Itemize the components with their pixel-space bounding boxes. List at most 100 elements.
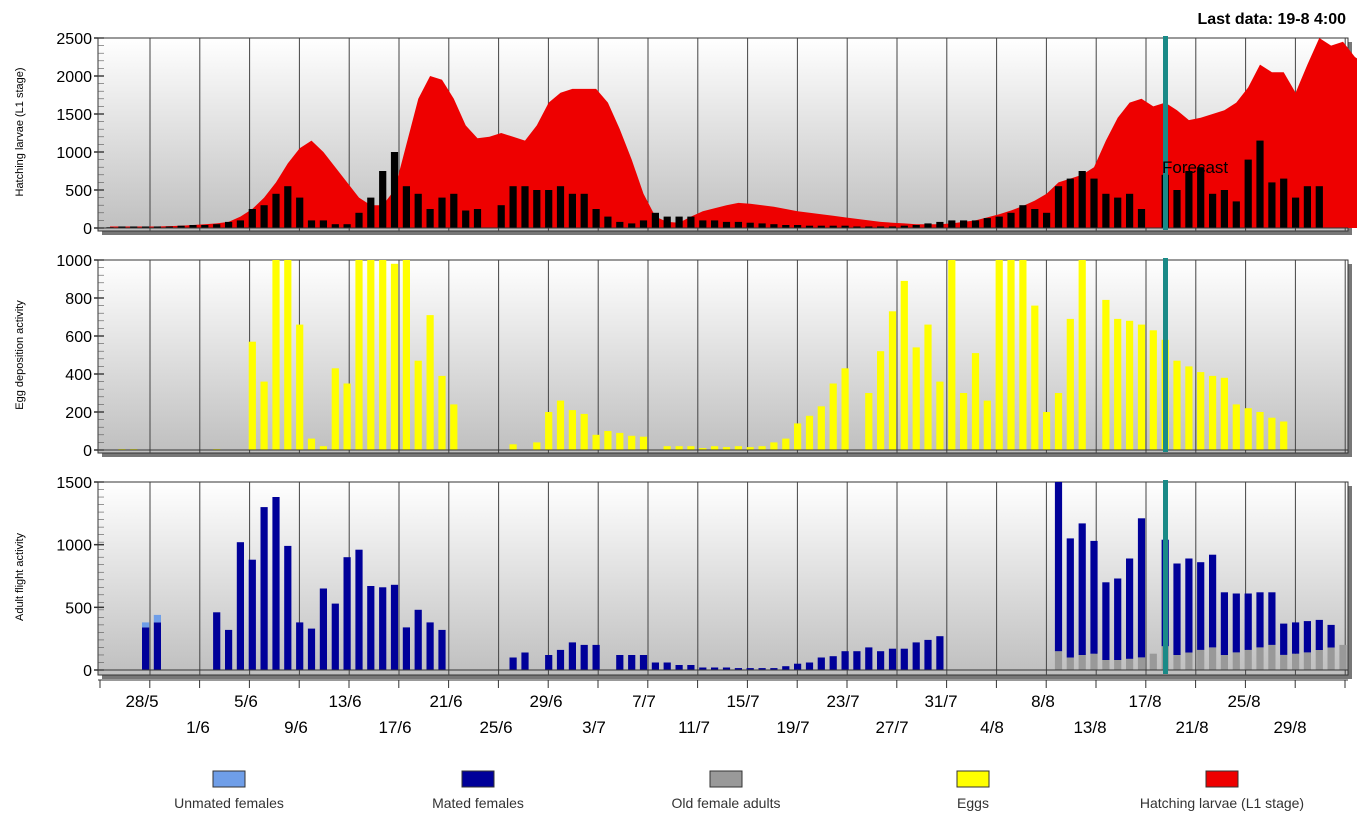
legend: Unmated females Mated females Old female a… xyxy=(174,770,1304,811)
egg-bar xyxy=(1078,260,1086,450)
larvae-black-bar xyxy=(1244,159,1252,228)
mated-female-bar xyxy=(213,612,221,670)
mated-female-bar xyxy=(545,655,553,670)
x-tick-label: 7/7 xyxy=(632,692,656,711)
x-tick-label: 17/8 xyxy=(1128,692,1161,711)
old-female-bar xyxy=(1197,649,1205,670)
egg-bar xyxy=(616,432,624,450)
old-female-bar xyxy=(1090,653,1098,670)
larvae-black-bar xyxy=(663,216,671,228)
old-female-bar xyxy=(1102,660,1110,670)
mated-female-bar xyxy=(746,668,754,670)
mated-female-bar xyxy=(817,657,825,670)
egg-bar xyxy=(1220,377,1228,450)
mated-female-bar xyxy=(296,622,304,670)
egg-bar xyxy=(319,446,327,450)
egg-bar xyxy=(817,406,825,450)
larvae-black-bar xyxy=(1220,190,1228,228)
larvae-black-bar xyxy=(1019,205,1027,228)
y-tick-label: 2500 xyxy=(56,31,92,48)
larvae-black-bar xyxy=(1137,209,1146,228)
x-tick-label: 25/6 xyxy=(479,718,512,737)
panel-flight-y-label: Adult flight activity xyxy=(14,532,26,621)
egg-bar xyxy=(307,438,316,450)
mated-female-bar xyxy=(521,652,529,670)
forecast-lines xyxy=(1163,36,1168,674)
mated-female-bar xyxy=(426,622,434,670)
y-tick-label: 2000 xyxy=(56,69,92,86)
larvae-black-bar xyxy=(1066,178,1074,228)
egg-bar xyxy=(960,393,968,450)
mated-female-bar xyxy=(592,644,600,670)
y-tick-label: 600 xyxy=(65,329,92,346)
mated-female-bar xyxy=(248,559,256,670)
x-tick-label: 4/8 xyxy=(980,718,1004,737)
old-female-bar xyxy=(1066,657,1074,670)
mated-female-bar xyxy=(900,648,908,670)
egg-bar xyxy=(355,260,363,450)
larvae-area xyxy=(110,38,1357,228)
x-tick-label: 25/8 xyxy=(1227,692,1260,711)
mated-female-bar xyxy=(1220,592,1228,655)
egg-bar xyxy=(284,260,292,450)
mated-female-bar xyxy=(734,668,742,670)
larvae-black-bar xyxy=(450,193,458,228)
egg-bar xyxy=(343,383,351,450)
egg-bar xyxy=(841,368,849,450)
larvae-black-bar xyxy=(960,220,968,228)
larvae-black-bar xyxy=(130,226,138,228)
larvae-black-bar xyxy=(343,224,351,228)
egg-bar xyxy=(948,260,956,450)
y-tick-label: 1500 xyxy=(56,107,92,124)
x-tick-label: 19/7 xyxy=(776,718,809,737)
old-female-bar xyxy=(1244,649,1252,670)
egg-bar xyxy=(568,410,576,450)
larvae-black-bar xyxy=(390,152,399,228)
larvae-black-bar xyxy=(699,220,707,228)
larvae-black-bar xyxy=(687,216,695,228)
old-female-bar xyxy=(1315,649,1323,670)
egg-bar xyxy=(1268,417,1276,450)
mated-female-bar xyxy=(722,667,731,670)
egg-bar xyxy=(675,446,683,450)
mated-female-bar xyxy=(1173,563,1181,655)
egg-bar xyxy=(1256,412,1264,450)
egg-bar xyxy=(367,260,375,450)
larvae-black-bar xyxy=(841,225,849,228)
mated-female-bar xyxy=(1327,624,1335,648)
mated-female-bar xyxy=(663,662,671,670)
larvae-black-bar xyxy=(805,225,814,228)
old-female-bar xyxy=(1173,655,1181,670)
larvae-black-bar xyxy=(995,216,1003,228)
larvae-black-bar xyxy=(272,193,280,228)
larvae-black-bar xyxy=(568,193,576,228)
mated-female-bar xyxy=(1185,558,1193,653)
y-tick-label: 1000 xyxy=(56,538,92,555)
mated-female-bar xyxy=(770,668,778,670)
mated-female-bar xyxy=(1066,538,1074,658)
mated-female-bar xyxy=(1102,582,1110,660)
mated-female-bar xyxy=(414,609,422,670)
egg-bar xyxy=(1054,393,1063,450)
egg-bar xyxy=(936,381,944,450)
egg-bar xyxy=(912,347,920,450)
mated-female-bar xyxy=(675,665,683,670)
forecast-marker xyxy=(1163,258,1168,452)
old-female-bar xyxy=(1149,653,1157,670)
egg-bar xyxy=(390,263,399,450)
larvae-black-bar xyxy=(734,221,742,228)
panel-eggs-y-label: Egg deposition activity xyxy=(14,300,26,410)
larvae-black-bar xyxy=(616,221,624,228)
larvae-black-bar xyxy=(865,226,873,228)
mated-female-bar xyxy=(877,651,885,670)
mated-female-bar xyxy=(782,666,790,670)
larvae-black-bar xyxy=(225,221,233,228)
mated-female-bar xyxy=(319,588,327,670)
larvae-black-bar xyxy=(1185,171,1193,228)
x-tick-label: 29/8 xyxy=(1273,718,1306,737)
panel-larvae: 2500 2000 1500 1000 500 0 Hatching larvae (L1… xyxy=(14,31,1357,238)
y-tick-label: 1000 xyxy=(56,253,92,270)
larvae-black-bar xyxy=(675,216,683,228)
larvae-black-bar xyxy=(438,197,446,228)
egg-bar xyxy=(794,423,802,450)
